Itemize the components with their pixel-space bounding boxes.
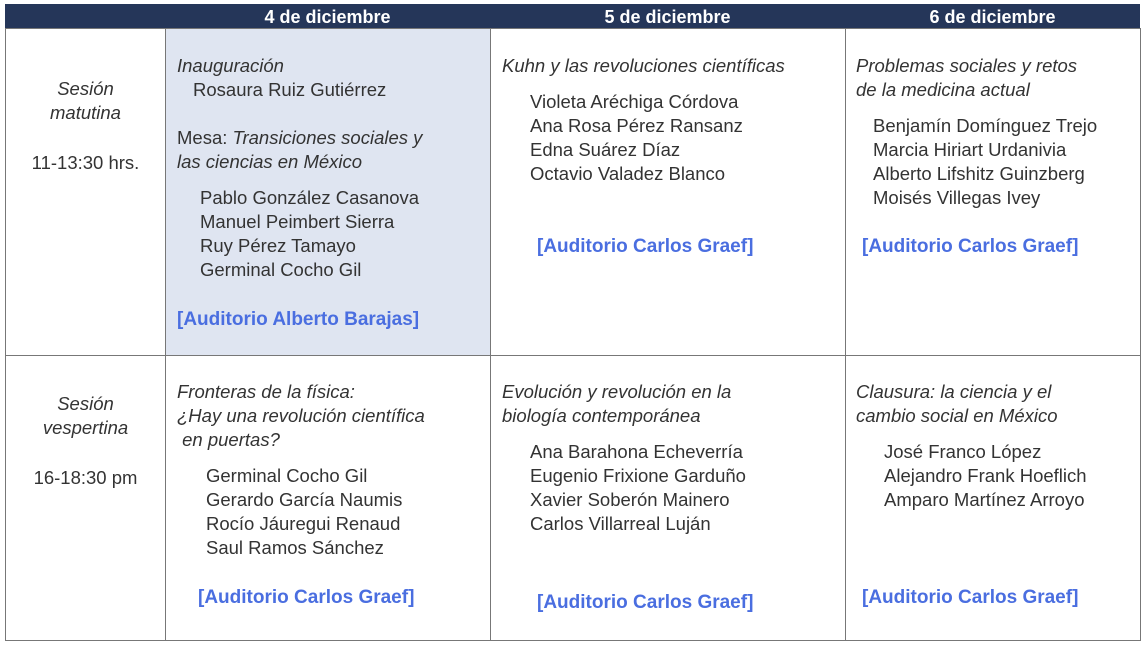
speaker: Manuel Peimbert Sierra bbox=[200, 211, 395, 232]
talk-title: Fronteras de la física: bbox=[177, 381, 355, 402]
talk-title: Problemas sociales y retos bbox=[856, 55, 1078, 76]
speaker: Violeta Aréchiga Córdova bbox=[530, 91, 739, 112]
speaker: Ana Rosa Pérez Ransanz bbox=[530, 115, 743, 136]
session-morning-label: Sesión matutina 11-13:30 hrs. bbox=[5, 28, 166, 356]
speaker: Saul Ramos Sánchez bbox=[206, 537, 384, 558]
speaker: Edna Suárez Díaz bbox=[530, 139, 681, 160]
talk-title: Clausura: la ciencia y el bbox=[856, 381, 1052, 402]
speaker: Ruy Pérez Tamayo bbox=[200, 235, 356, 256]
speaker: Alberto Lifshitz Guinzberg bbox=[873, 163, 1085, 184]
speaker: Moisés Villegas Ivey bbox=[873, 187, 1041, 208]
cell-afternoon-day5: Evolución y revolución en la biología co… bbox=[490, 355, 846, 641]
day-header-4: 4 de diciembre bbox=[264, 7, 391, 27]
talk-title: Evolución y revolución en la bbox=[502, 381, 732, 402]
speaker: Alejandro Frank Hoeflich bbox=[884, 465, 1087, 486]
speaker: Pablo González Casanova bbox=[200, 187, 420, 208]
day-header-6: 6 de diciembre bbox=[929, 7, 1056, 27]
speaker: Marcia Hiriart Urdanivia bbox=[873, 139, 1067, 160]
cell-morning-day4: Inauguración Rosaura Ruiz Gutiérrez Mesa… bbox=[165, 28, 491, 356]
talk-title: biología contemporánea bbox=[502, 405, 701, 426]
day-header-5: 5 de diciembre bbox=[604, 7, 731, 27]
speaker: Rosaura Ruiz Gutiérrez bbox=[193, 79, 387, 100]
speaker: Eugenio Frixione Garduño bbox=[530, 465, 746, 486]
session-name: Sesión bbox=[57, 393, 114, 414]
speaker: Carlos Villarreal Luján bbox=[530, 513, 711, 534]
session-name: vespertina bbox=[42, 417, 129, 438]
talk-title: cambio social en México bbox=[856, 405, 1058, 426]
table-header: 4 de diciembre 5 de diciembre 6 de dicie… bbox=[5, 4, 1140, 28]
speaker: José Franco López bbox=[884, 441, 1042, 462]
talk-title: en puertas? bbox=[177, 429, 280, 450]
venue-link[interactable]: [Auditorio Carlos Graef] bbox=[537, 236, 754, 257]
speaker: Gerardo García Naumis bbox=[206, 489, 403, 510]
cell-afternoon-day4: Fronteras de la física: ¿Hay una revoluc… bbox=[165, 355, 491, 641]
speaker: Rocío Jáuregui Renaud bbox=[206, 513, 401, 534]
session-name: matutina bbox=[50, 102, 121, 123]
talk-title: de la medicina actual bbox=[856, 79, 1030, 100]
talk-title: Kuhn y las revoluciones científicas bbox=[502, 55, 785, 76]
talk-title: ¿Hay una revolución científica bbox=[177, 405, 425, 426]
speaker: Benjamín Domínguez Trejo bbox=[873, 115, 1098, 136]
talk-title: Mesa: Transiciones sociales y bbox=[177, 126, 422, 150]
venue-link[interactable]: [Auditorio Carlos Graef] bbox=[862, 236, 1079, 257]
speaker: Ana Barahona Echeverría bbox=[530, 441, 743, 462]
session-time: 16-18:30 pm bbox=[33, 467, 138, 488]
cell-afternoon-day6: Clausura: la ciencia y el cambio social … bbox=[845, 355, 1141, 641]
talk-title: las ciencias en México bbox=[177, 151, 363, 172]
venue-link[interactable]: [Auditorio Carlos Graef] bbox=[862, 587, 1079, 608]
session-afternoon-label: Sesión vespertina 16-18:30 pm bbox=[5, 355, 166, 641]
session-time: 11-13:30 hrs. bbox=[31, 152, 140, 173]
session-name: Sesión bbox=[57, 78, 114, 99]
talk-title: Inauguración bbox=[177, 55, 284, 76]
mesa-prefix: Mesa: bbox=[177, 127, 233, 148]
speaker: Germinal Cocho Gil bbox=[206, 465, 368, 486]
speaker: Germinal Cocho Gil bbox=[200, 259, 362, 280]
venue-link[interactable]: [Auditorio Carlos Graef] bbox=[537, 592, 754, 613]
mesa-title: Transiciones sociales y bbox=[232, 127, 423, 148]
cell-morning-day6: Problemas sociales y retos de la medicin… bbox=[845, 28, 1141, 356]
speaker: Amparo Martínez Arroyo bbox=[884, 489, 1085, 510]
venue-link[interactable]: [Auditorio Alberto Barajas] bbox=[177, 309, 420, 330]
cell-morning-day5: Kuhn y las revoluciones científicas Viol… bbox=[490, 28, 846, 356]
speaker: Xavier Soberón Mainero bbox=[530, 489, 730, 510]
speaker: Octavio Valadez Blanco bbox=[530, 163, 726, 184]
venue-link[interactable]: [Auditorio Carlos Graef] bbox=[198, 587, 415, 608]
